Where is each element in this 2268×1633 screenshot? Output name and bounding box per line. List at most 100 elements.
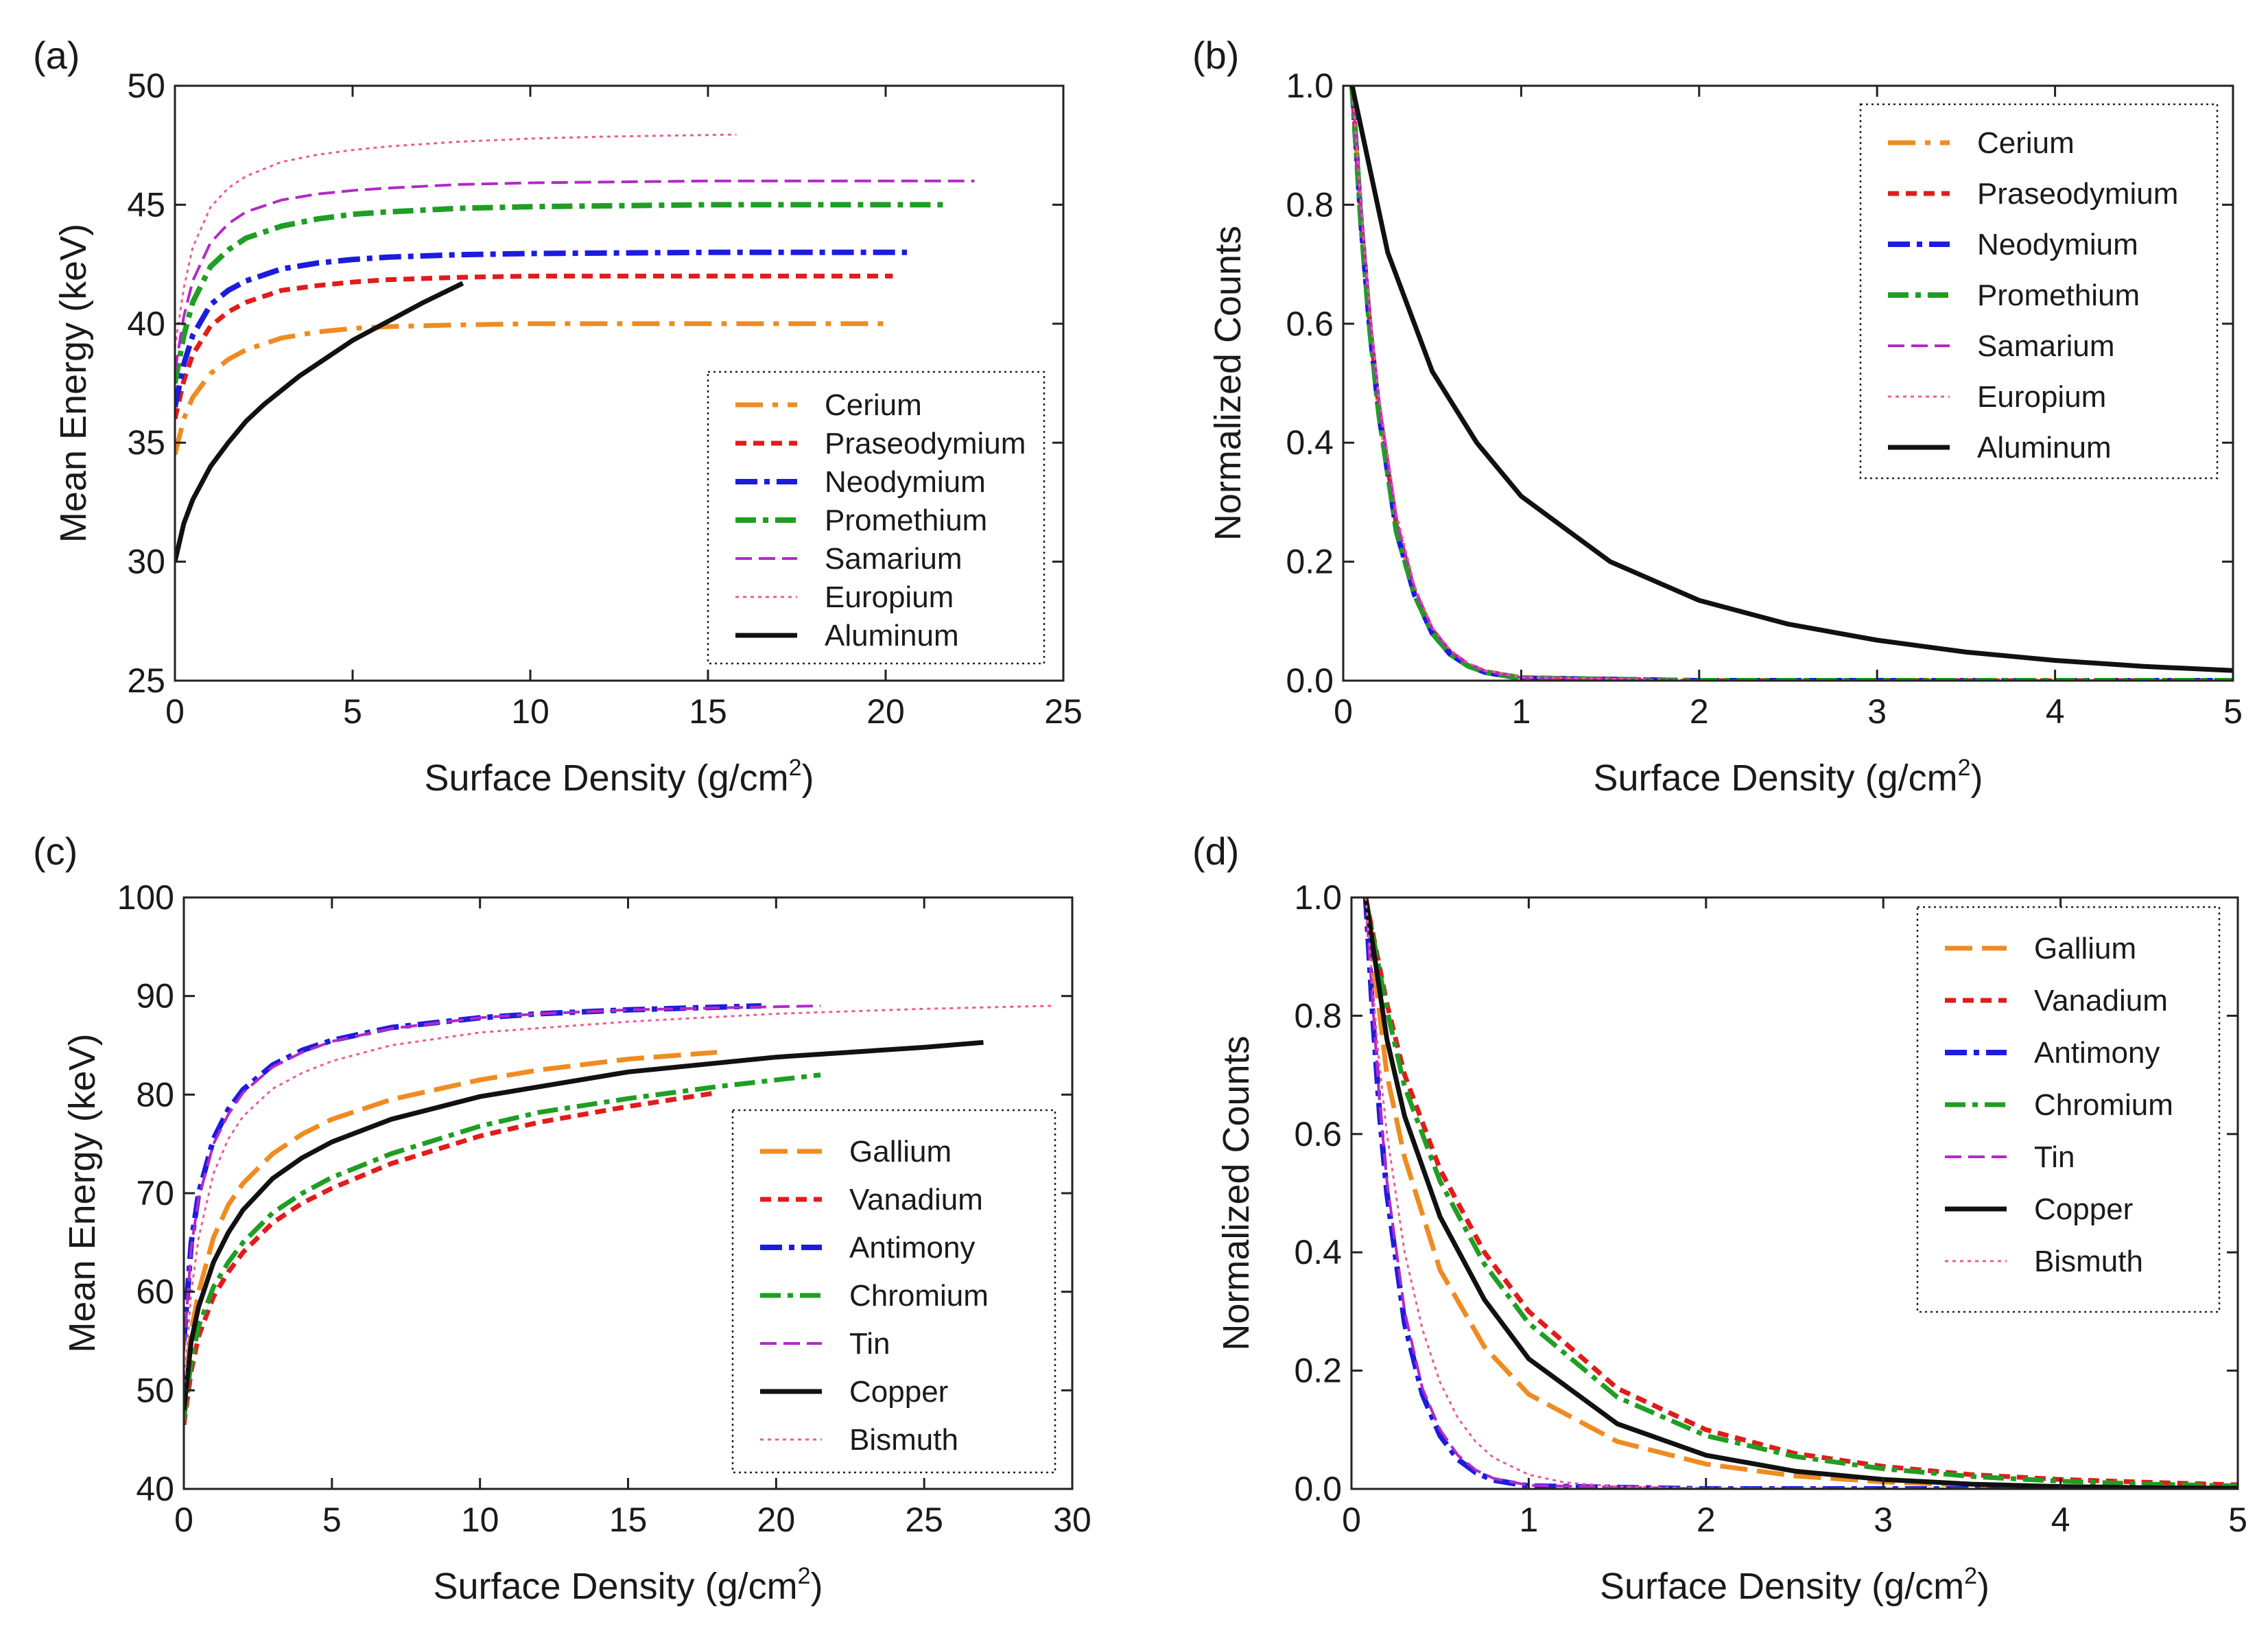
legend-label-europium: Europium	[1977, 380, 2106, 414]
legend-label-samarium: Samarium	[1977, 329, 2115, 363]
y-tick-label: 70	[136, 1174, 174, 1212]
x-tick-label: 10	[461, 1501, 499, 1539]
series-line-bismuth	[184, 1005, 1052, 1391]
x-axis-label-main: Surface Density (g/cm	[1600, 1566, 1964, 1607]
x-tick-label: 0	[1342, 1501, 1361, 1539]
legend-label-antimony: Antimony	[2034, 1036, 2160, 1070]
y-tick-label: 100	[117, 878, 174, 917]
y-tick-label: 0.0	[1294, 1470, 1342, 1508]
series-line-aluminum	[1349, 85, 2233, 673]
series-line-promethium	[175, 202, 950, 384]
y-axis-label: Mean Energy (keV)	[53, 224, 94, 543]
legend-label-vanadium: Vanadium	[2034, 984, 2168, 1018]
y-tick-label: 25	[127, 661, 165, 700]
plot-frame	[174, 84, 1065, 682]
legend-label-tin: Tin	[2034, 1140, 2075, 1174]
x-axis-label-sup: 2	[798, 1563, 811, 1589]
legend-label-chromium: Chromium	[849, 1279, 989, 1313]
y-tick-label: 80	[136, 1075, 174, 1114]
panel-label: (d)	[1192, 830, 1239, 873]
series-line-vanadium	[1363, 897, 2238, 1488]
legend-label-tin: Tin	[849, 1327, 890, 1361]
series-line-tin	[184, 1005, 821, 1352]
series-line-gallium	[1363, 897, 2238, 1489]
x-tick-label: 20	[866, 692, 905, 731]
series-group	[1362, 897, 2238, 1489]
x-tick-label: 25	[1044, 692, 1083, 731]
y-tick-label: 60	[136, 1273, 174, 1311]
legend: Gallium Vanadium Antimony Chromium Tin Copper…	[731, 1109, 1056, 1474]
series-line-chromium	[1363, 897, 2238, 1489]
x-axis-label-end: )	[811, 1566, 823, 1607]
x-tick-label: 0	[165, 692, 185, 731]
legend-label-antimony: Antimony	[849, 1231, 975, 1265]
legend-label-promethium: Promethium	[825, 504, 987, 537]
x-axis-label-main: Surface Density (g/cm	[424, 757, 788, 799]
chart-panel-b: (b) 0 1 2 3 4 5 0.0 0.2 0.4 0.6 0.8 1.0 Surface Densi…	[1192, 34, 2243, 799]
series-line-bismuth	[1365, 897, 2238, 1489]
x-tick-label: 1	[1519, 1501, 1538, 1539]
x-tick-label: 10	[511, 692, 550, 731]
plot-frame	[1342, 84, 2234, 682]
x-axis-label: Surface Density (g/cm2)	[433, 1563, 823, 1607]
series-group	[175, 133, 975, 563]
x-tick-label: 15	[689, 692, 727, 731]
legend-label-cerium: Cerium	[1977, 126, 2075, 160]
legend: Cerium Praseodymium Neodymium Promethium Sam…	[707, 371, 1046, 665]
legend-label-gallium: Gallium	[2034, 932, 2136, 965]
legend-label-praseodymium: Praseodymium	[1977, 177, 2178, 211]
series-line-aluminum	[175, 281, 464, 563]
panel-label: (b)	[1192, 34, 1239, 77]
chart-panel-c: (c) 0 5 10 15 20 25 30 40 50 60 70 80 90 100 Surface De…	[33, 830, 1091, 1607]
series-group	[184, 1003, 1052, 1426]
x-tick-label: 0	[1334, 692, 1353, 731]
legend-label-copper: Copper	[2034, 1193, 2133, 1226]
x-axis-label-end: )	[1971, 757, 1983, 799]
y-tick-label: 1.0	[1286, 67, 1334, 105]
x-tick-label: 25	[905, 1501, 943, 1539]
x-tick-label: 15	[609, 1501, 648, 1539]
series-line-tin	[1364, 897, 2238, 1489]
y-tick-label: 0.2	[1294, 1352, 1342, 1390]
series-line-chromium	[184, 1072, 821, 1420]
legend-box	[731, 1109, 1056, 1474]
y-tick-label: 0.8	[1286, 185, 1334, 224]
legend-label-aluminum: Aluminum	[825, 619, 959, 653]
x-tick-label: 1	[1511, 692, 1531, 731]
series-line-gallium	[184, 1050, 718, 1401]
x-tick-label: 30	[1053, 1501, 1091, 1539]
x-axis-label: Surface Density (g/cm2)	[1593, 755, 1983, 799]
x-axis-label-main: Surface Density (g/cm	[433, 1566, 797, 1607]
x-axis-label-main: Surface Density (g/cm	[1593, 757, 1957, 799]
y-tick-label: 50	[127, 67, 165, 105]
x-tick-label: 5	[343, 692, 362, 731]
series-line-vanadium	[184, 1090, 718, 1426]
legend-label-europium: Europium	[825, 580, 954, 614]
x-axis-label: Surface Density (g/cm2)	[424, 755, 814, 799]
y-tick-label: 0.0	[1286, 661, 1334, 700]
y-tick-label: 0.6	[1286, 305, 1334, 343]
chart-panel-d: (d) 0 1 2 3 4 5 0.0 0.2 0.4 0.6 0.8 1.0 Surface Densi…	[1192, 830, 2247, 1607]
chart-panel-a: (a) 0 5 10 15 20 25 25 30 35 40 45 50 Surface Density…	[33, 34, 1083, 799]
legend-label-promethium: Promethium	[1977, 279, 2140, 312]
legend-label-gallium: Gallium	[849, 1135, 952, 1168]
legend-box	[1916, 906, 2221, 1313]
x-tick-label: 5	[2228, 1501, 2247, 1539]
y-axis-label: Mean Energy (keV)	[62, 1033, 103, 1352]
legend: Cerium Praseodymium Neodymium Promethium Sam…	[1859, 103, 2219, 480]
x-axis-label-sup: 2	[1964, 1563, 1977, 1589]
series-line-copper	[184, 1039, 984, 1411]
series-line-samarium	[175, 179, 975, 372]
panel-label: (c)	[33, 830, 78, 873]
x-tick-label: 5	[322, 1501, 342, 1539]
legend-label-neodymium: Neodymium	[1977, 228, 2138, 261]
x-tick-label: 2	[1690, 692, 1709, 731]
legend-label-bismuth: Bismuth	[849, 1423, 958, 1457]
legend-label-copper: Copper	[849, 1375, 948, 1409]
series-line-praseodymium	[175, 273, 893, 420]
series-line-neodymium	[175, 249, 908, 408]
x-tick-label: 3	[1867, 692, 1887, 731]
x-axis-label-sup: 2	[789, 755, 802, 781]
x-tick-label: 5	[2223, 692, 2243, 731]
